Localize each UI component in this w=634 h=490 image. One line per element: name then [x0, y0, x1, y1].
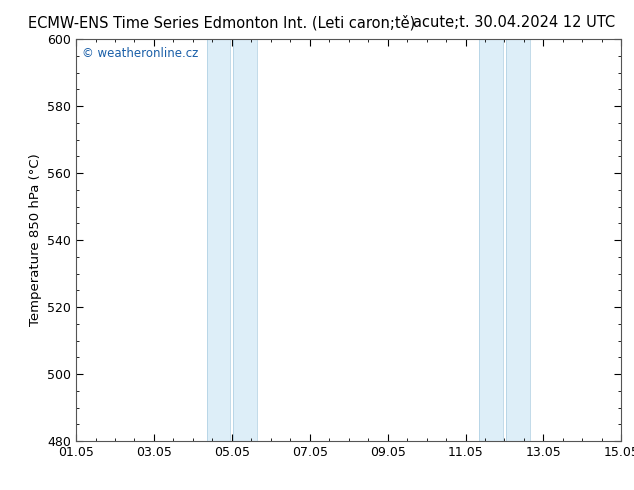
Text: © weatheronline.cz: © weatheronline.cz — [82, 47, 198, 60]
Text: ECMW-ENS Time Series Edmonton Int. (Leti caron;tě): ECMW-ENS Time Series Edmonton Int. (Leti… — [29, 15, 415, 30]
Bar — [506, 39, 530, 441]
Text: acute;t. 30.04.2024 12 UTC: acute;t. 30.04.2024 12 UTC — [413, 15, 615, 30]
Bar — [479, 39, 503, 441]
Y-axis label: Temperature 850 hPa (°C): Temperature 850 hPa (°C) — [29, 154, 42, 326]
Bar — [207, 39, 230, 441]
Bar — [233, 39, 257, 441]
